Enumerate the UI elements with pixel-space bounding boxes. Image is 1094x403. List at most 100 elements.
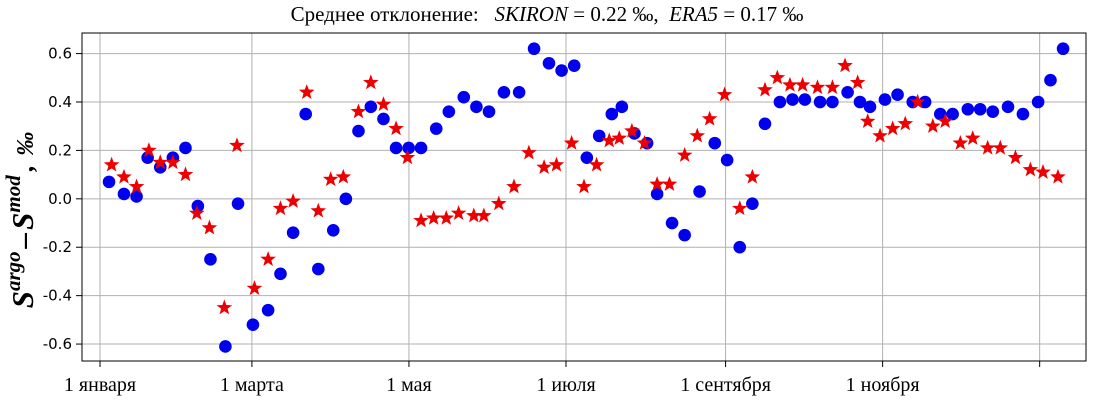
star-point [937,113,953,128]
data-marks [102,42,1070,353]
star-point [322,171,339,187]
star-point [388,120,404,136]
circle-point [389,141,403,155]
circle-point [414,141,428,155]
y-tick-label: -0.6 [43,335,72,353]
circle-point [720,153,734,167]
x-tick-label: 1 марта [220,374,284,396]
circle-point [102,175,116,189]
title-era5-name: ERA5 [669,2,719,26]
circle-point [482,105,496,118]
circle-point [204,253,217,266]
circle-point [746,197,759,210]
star-point [165,154,181,170]
ylabel-minus: – [5,232,40,249]
circle-point [567,59,581,72]
star-point [925,118,941,133]
circle-point [555,64,568,77]
circle-point [364,100,378,114]
y-tick-label: -0.2 [43,238,72,256]
star-point [611,130,628,145]
star-point [859,113,876,128]
x-tick-label: 1 сентября [680,374,771,396]
title-skiron-value: = 0.22 ‰, [573,2,659,26]
star-point [1022,161,1039,177]
star-point [563,134,580,150]
star-point [689,127,706,143]
x-tick-label: 1 ноября [846,374,920,396]
circle-point [312,262,325,276]
circle-point [497,86,511,99]
star-point [298,84,315,99]
star-point [506,178,522,194]
circle-point [542,56,556,70]
circle-point [786,93,799,106]
circle-point [352,124,365,138]
star-point [229,137,245,153]
star-point [1035,163,1051,179]
star-point [152,154,169,170]
star-point [425,209,442,225]
star-point [399,149,416,165]
plot-frame [81,32,1087,362]
star-point [716,86,733,102]
star-point [824,79,841,95]
circle-point [708,136,722,150]
star-point [363,74,379,90]
circle-point [512,86,526,99]
circle-point [918,95,932,109]
star-point [116,168,132,184]
circle-point [527,42,541,56]
star-point [413,212,429,228]
circle-point [191,199,205,213]
star-point [897,115,914,131]
star-point [141,142,157,158]
y-tick-label: 0.4 [48,93,72,111]
x-tick-label: 1 января [64,374,136,396]
circle-point [326,223,340,237]
star-point [809,79,826,95]
star-point [536,159,552,174]
star-point [731,200,748,216]
circle-point [1031,95,1045,109]
circle-point [693,185,706,198]
star-point [466,207,482,223]
circle-point [339,192,353,206]
circle-point [878,93,892,106]
star-point [548,156,565,172]
circle-point [261,303,275,317]
circle-point [179,141,192,155]
circle-point [1044,73,1057,87]
circle-point [650,187,664,201]
star-point [769,69,786,85]
y-axis-label: Sargo – Smod, ‰ [1,132,40,309]
star-point [588,156,605,172]
star-point [260,251,276,266]
circle-point [758,117,772,131]
star-point [649,176,665,191]
circle-point [286,226,300,240]
star-point [1050,168,1066,184]
circle-point [231,197,245,210]
circle-point [274,267,287,281]
circle-point [733,240,747,254]
circle-point [678,228,691,242]
star-point [676,147,693,162]
ylabel-argo-sup: argo [1,251,25,291]
y-tick-label: 0.0 [48,190,72,208]
star-point [992,139,1009,155]
circle-series [102,42,1070,353]
star-point [189,205,205,220]
circle-point [773,95,787,109]
star-point [335,168,352,184]
ylabel-s-mod: S [5,213,40,230]
chart-title: Среднее отклонение: SKIRON = 0.22 ‰, ERA… [0,2,1094,27]
star-point [979,139,996,155]
star-point [701,110,718,126]
circle-point [863,100,877,114]
circle-point [946,107,959,121]
star-series [103,57,1066,315]
star-point [661,176,678,191]
grid-lines [82,33,1086,361]
star-point [246,280,263,296]
